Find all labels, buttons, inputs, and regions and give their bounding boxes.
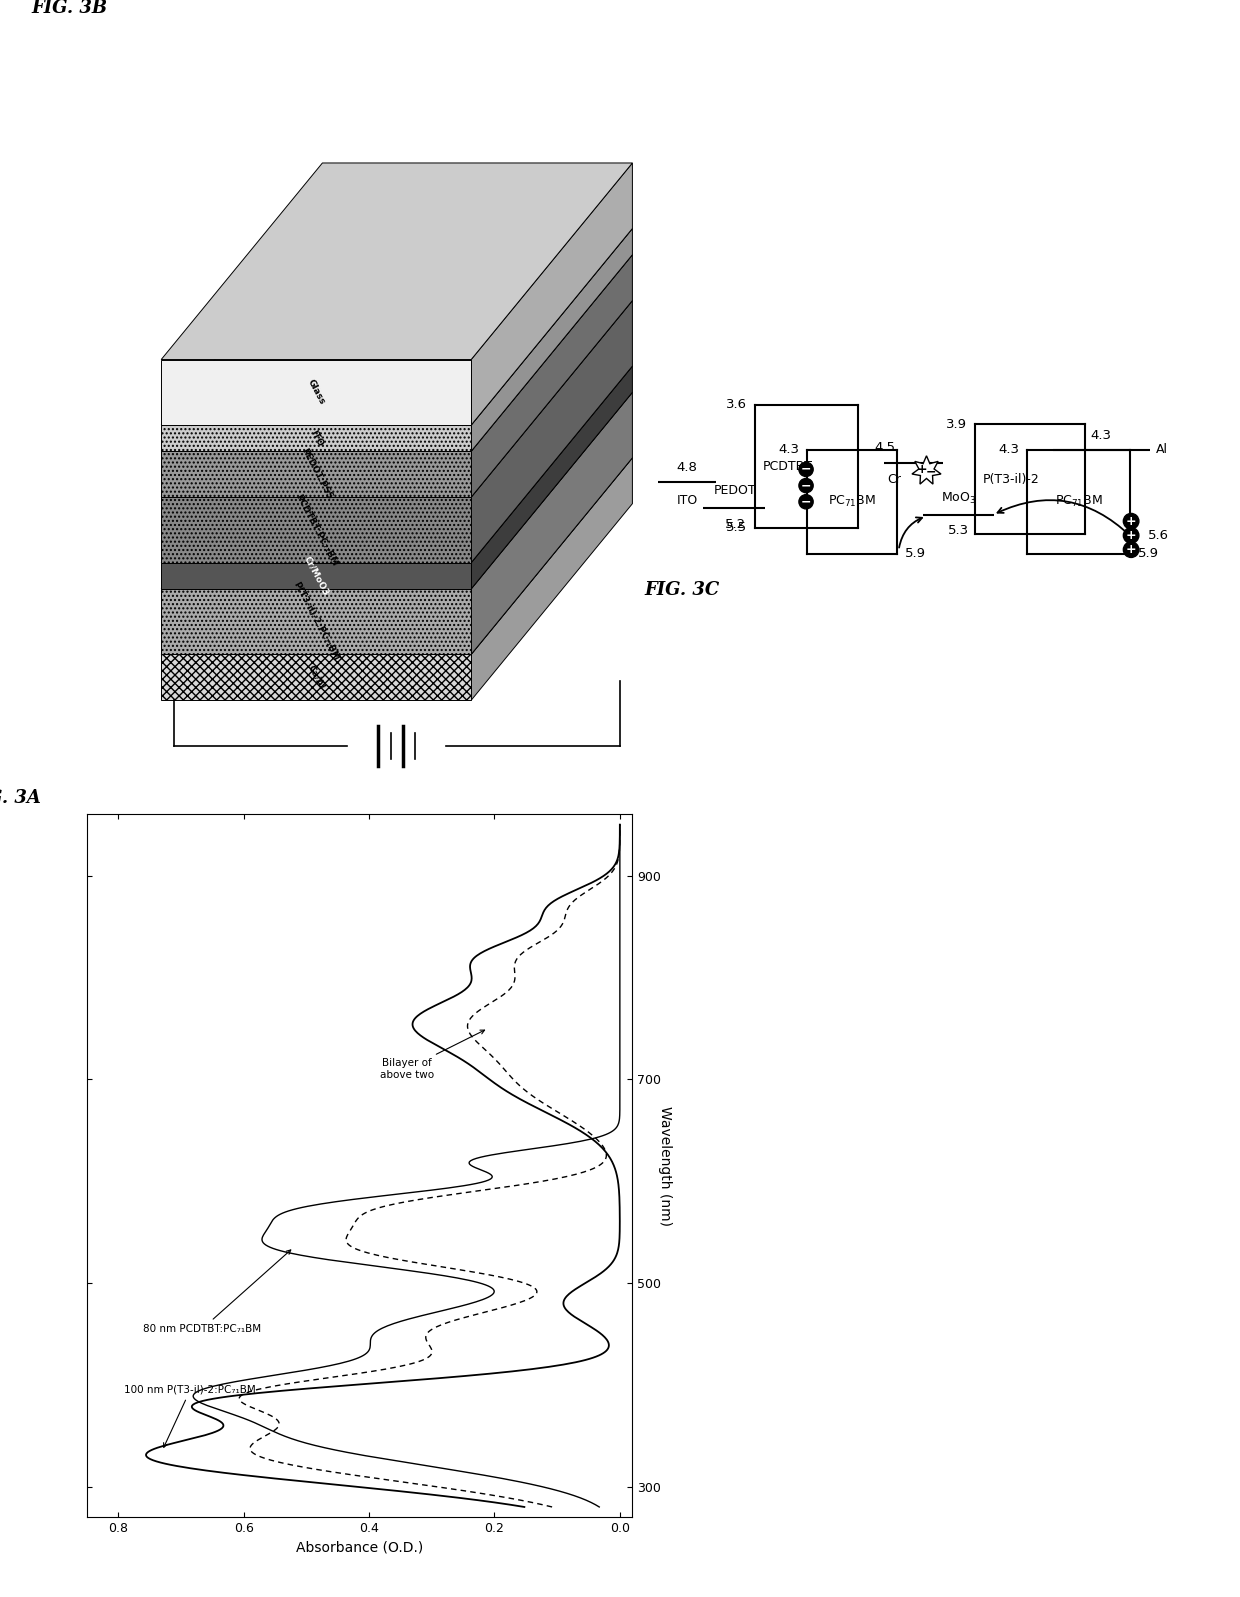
Text: Glass: Glass	[306, 378, 326, 407]
Text: +: +	[1126, 529, 1136, 541]
Text: 5.3: 5.3	[949, 524, 970, 538]
Polygon shape	[161, 589, 471, 655]
Polygon shape	[161, 300, 632, 497]
Text: 3.9: 3.9	[946, 417, 967, 431]
Text: +: +	[916, 463, 928, 476]
Text: PEDOT:PSS: PEDOT:PSS	[299, 447, 334, 501]
Text: 100 nm P(T3-il)-2:PC₇₁BM: 100 nm P(T3-il)-2:PC₇₁BM	[124, 1385, 257, 1447]
Polygon shape	[161, 562, 471, 589]
Text: MoO$_3$: MoO$_3$	[941, 492, 976, 506]
Polygon shape	[911, 455, 941, 484]
Text: 3.6: 3.6	[727, 398, 748, 410]
Circle shape	[1123, 513, 1138, 529]
Polygon shape	[161, 163, 632, 359]
Circle shape	[799, 495, 813, 509]
Polygon shape	[471, 163, 632, 425]
Text: −: −	[801, 463, 811, 476]
Text: 5.2: 5.2	[725, 517, 746, 530]
Text: FIG. 3B: FIG. 3B	[31, 0, 107, 16]
Circle shape	[1123, 527, 1138, 543]
Text: Ca/Al: Ca/Al	[306, 664, 326, 692]
Text: PEDOT: PEDOT	[714, 484, 756, 497]
Polygon shape	[161, 655, 471, 699]
Circle shape	[799, 462, 813, 476]
Text: Bilayer of
above two: Bilayer of above two	[379, 1030, 485, 1080]
Text: 4.5: 4.5	[874, 441, 895, 455]
Text: 80 nm PCDTBT:PC₇₁BM: 80 nm PCDTBT:PC₇₁BM	[144, 1250, 290, 1333]
Text: PCDTBT:PC₇₁BM: PCDTBT:PC₇₁BM	[294, 492, 339, 567]
Polygon shape	[161, 366, 632, 562]
Text: −: −	[926, 465, 936, 479]
Circle shape	[799, 479, 813, 493]
Polygon shape	[161, 452, 471, 497]
Polygon shape	[471, 393, 632, 655]
Text: 5.5: 5.5	[725, 521, 748, 533]
Text: −: −	[801, 495, 811, 508]
Text: 5.6: 5.6	[1148, 529, 1169, 541]
Text: PCDTBT: PCDTBT	[763, 460, 812, 473]
Text: PC$_{71}$BM: PC$_{71}$BM	[828, 493, 875, 509]
Text: 4.3: 4.3	[777, 444, 799, 457]
Text: P(T3-il)-2:PC₇₁BM: P(T3-il)-2:PC₇₁BM	[291, 581, 341, 663]
Text: Al: Al	[1157, 444, 1168, 457]
Polygon shape	[161, 393, 632, 589]
Text: P(T3-il)-2: P(T3-il)-2	[982, 473, 1039, 485]
Polygon shape	[161, 425, 471, 452]
Polygon shape	[161, 497, 471, 562]
Text: 5.9: 5.9	[1138, 548, 1159, 561]
Text: 4.3: 4.3	[1091, 428, 1112, 441]
Polygon shape	[161, 458, 632, 655]
Text: Cr/MoO3: Cr/MoO3	[303, 554, 330, 597]
Polygon shape	[471, 228, 632, 452]
Text: 4.8: 4.8	[677, 462, 697, 474]
Text: +: +	[1126, 543, 1136, 556]
X-axis label: Absorbance (O.D.): Absorbance (O.D.)	[296, 1541, 423, 1554]
Polygon shape	[471, 254, 632, 497]
Y-axis label: Wavelength (nm): Wavelength (nm)	[658, 1105, 672, 1226]
Polygon shape	[471, 458, 632, 699]
Polygon shape	[161, 254, 632, 452]
Polygon shape	[471, 366, 632, 589]
Text: PC$_{71}$BM: PC$_{71}$BM	[1055, 493, 1102, 509]
Text: 5.9: 5.9	[905, 548, 926, 561]
Text: 4.3: 4.3	[998, 444, 1019, 457]
Text: FIG. 3C: FIG. 3C	[645, 580, 720, 599]
Text: ITO: ITO	[309, 428, 324, 447]
Text: Cr: Cr	[887, 473, 901, 485]
Circle shape	[1123, 541, 1138, 557]
Polygon shape	[161, 228, 632, 425]
Text: FIG. 3A: FIG. 3A	[0, 789, 42, 808]
Polygon shape	[161, 359, 471, 425]
Text: +: +	[1126, 514, 1136, 527]
Text: −: −	[801, 479, 811, 492]
Polygon shape	[471, 300, 632, 562]
Text: ITO: ITO	[676, 493, 698, 506]
